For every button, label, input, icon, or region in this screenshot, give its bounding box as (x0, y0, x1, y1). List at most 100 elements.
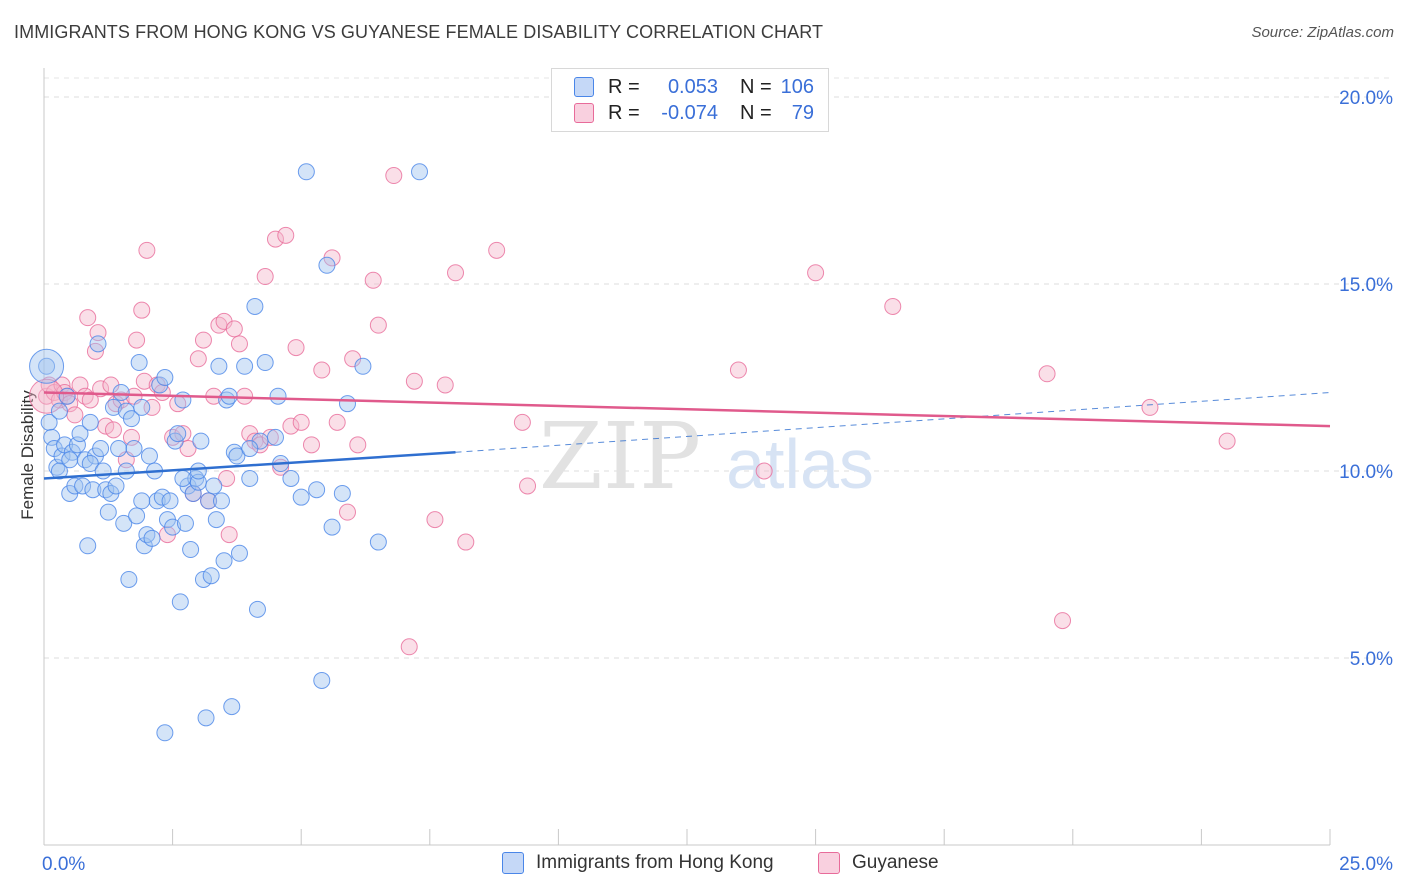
hong-kong-point (202, 567, 220, 585)
tick-labels: 5.0% 10.0% 15.0% 20.0% 0.0% 25.0% (42, 88, 1393, 875)
guyanese-point (519, 477, 537, 495)
guyanese-point (385, 167, 403, 185)
legend-r-label: R = (608, 75, 640, 98)
hong-kong-point (171, 593, 189, 611)
stats-legend: R = 0.053 N = 106 R = -0.074 N = 79 (551, 68, 829, 132)
guyanese-point (282, 417, 300, 435)
hong-kong-point (323, 518, 341, 536)
legend-swatch-pink (574, 103, 594, 123)
hong-kong-large-point (29, 348, 65, 384)
guyanese-point (349, 436, 367, 454)
guyanese-point (1218, 432, 1236, 450)
hong-kong-point (156, 724, 174, 742)
hong-kong-point (215, 552, 233, 570)
hong-kong-point (89, 335, 107, 353)
bottom-legend-hong-kong: Immigrants from Hong Kong (502, 852, 774, 874)
hong-kong-point (297, 163, 315, 181)
watermark-atlas: atlas (726, 425, 874, 503)
hong-kong-point (266, 428, 284, 446)
hong-kong-point (99, 503, 117, 521)
hong-kong-point (71, 425, 89, 443)
hong-kong-point (210, 357, 228, 375)
watermark-zip: ZIP (539, 403, 701, 510)
guyanese-point (122, 428, 140, 446)
bottom-legend-guyanese: Guyanese (818, 852, 939, 874)
guyanese-point (328, 413, 346, 431)
hong-kong-point (107, 477, 125, 495)
hong-kong-point (194, 570, 212, 588)
hong-kong-point (140, 447, 158, 465)
guyanese-point (256, 268, 274, 286)
guyanese-point (104, 421, 122, 439)
guyanese-point (194, 331, 212, 349)
x-tick-label-min: 0.0% (42, 854, 85, 875)
bottom-legend-swatch-pink (818, 852, 840, 874)
hong-kong-point (207, 511, 225, 529)
hong-kong-point (292, 488, 310, 506)
hong-kong-point (58, 387, 76, 405)
guyanese-point (400, 638, 418, 656)
guyanese-point (302, 436, 320, 454)
guyanese-point (230, 335, 248, 353)
hong-kong-point (197, 709, 215, 727)
hong-kong-point (200, 492, 218, 510)
hong-kong-point (84, 481, 102, 499)
trend-lines (43, 391, 1331, 480)
hong-kong-point (256, 354, 274, 372)
legend-n-value: 79 (791, 101, 814, 124)
hong-kong-point (92, 440, 110, 458)
hong-kong-point (189, 462, 207, 480)
hong-kong-point (354, 357, 372, 375)
hong-kong-trend-extension (455, 391, 1331, 453)
hong-kong-point (369, 533, 387, 551)
guyanese-point (513, 413, 531, 431)
guyanese-point (1141, 398, 1159, 416)
guyanese-point (179, 440, 197, 458)
guyanese-point (488, 241, 506, 259)
y-tick-label: 20.0% (1339, 88, 1393, 109)
hong-kong-point (338, 395, 356, 413)
hong-kong-trend-line (43, 451, 456, 480)
legend-n-label: N = (740, 75, 772, 98)
guyanese-point (457, 533, 475, 551)
hong-kong-point (411, 163, 429, 181)
legend-r-label: R = (608, 101, 640, 124)
hong-kong-point (40, 413, 58, 431)
hong-kong-point (230, 544, 248, 562)
hong-kong-point (43, 428, 61, 446)
source-label: Source: ZipAtlas.com (1251, 24, 1394, 41)
hong-kong-point (50, 462, 68, 480)
hong-kong-point (125, 440, 143, 458)
hong-kong-point (236, 357, 254, 375)
hong-kong-point (212, 492, 230, 510)
hong-kong-point (120, 570, 138, 588)
hong-kong-point (205, 477, 223, 495)
guyanese-point (133, 301, 151, 319)
hong-kong-point (81, 455, 99, 473)
hong-kong-point (133, 398, 151, 416)
guyanese-point (218, 469, 236, 487)
guyanese-point (189, 350, 207, 368)
hong-kong-point (117, 462, 135, 480)
guyanese-point (369, 316, 387, 334)
guyanese-point (236, 387, 254, 405)
hong-kong-point (94, 462, 112, 480)
hong-kong-point (130, 354, 148, 372)
legend-r-value: -0.074 (661, 101, 718, 124)
guyanese-point (277, 226, 295, 244)
hong-kong-point (38, 357, 56, 375)
hong-kong-point (184, 484, 202, 502)
watermark: ZIP atlas (539, 403, 874, 510)
hong-kong-point (308, 481, 326, 499)
hong-kong-point (115, 514, 133, 532)
guyanese-point (364, 271, 382, 289)
legend-swatch-blue (574, 77, 594, 97)
hong-kong-point (79, 537, 97, 555)
hong-kong-point (53, 447, 71, 465)
hong-kong-point (318, 256, 336, 274)
hong-kong-point (176, 514, 194, 532)
guyanese-point (79, 309, 97, 327)
hong-kong-point (169, 425, 187, 443)
hong-kong-point (112, 383, 130, 401)
